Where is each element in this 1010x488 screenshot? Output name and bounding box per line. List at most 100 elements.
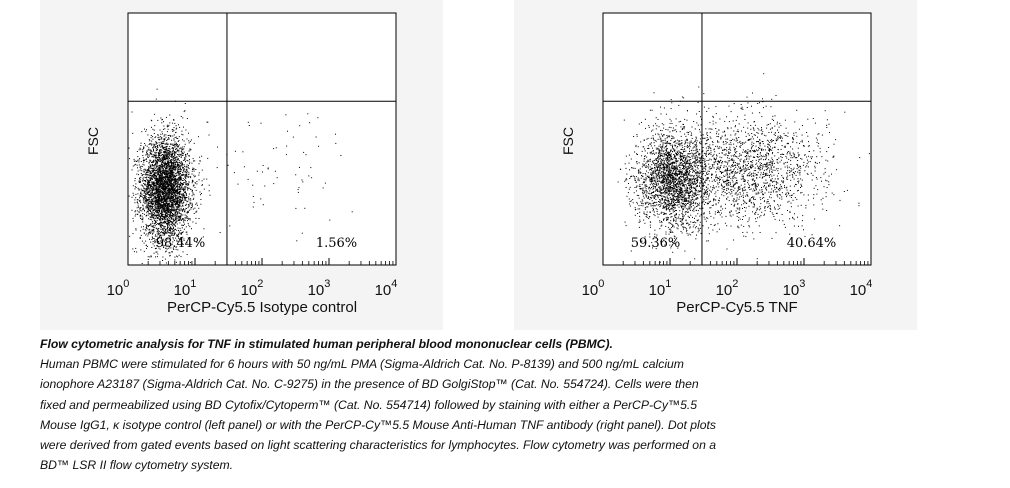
event-dot [154,169,156,171]
event-dot [177,220,179,222]
event-dot [678,189,680,191]
event-dot [169,158,170,159]
event-dot [172,162,174,164]
event-dot [167,209,169,211]
event-dot [169,192,170,193]
event-dot [163,147,165,149]
event-dot [182,174,184,176]
event-dot [646,201,648,203]
event-dot [274,170,276,172]
event-dot [148,154,150,156]
event-dot [176,240,178,242]
event-dot [162,191,164,193]
event-dot [153,197,155,199]
event-dot [163,232,165,234]
event-dot [177,201,178,203]
event-dot [158,184,160,186]
event-dot [155,207,157,209]
event-dot [684,133,686,135]
event-dot [175,162,177,164]
event-dot [174,179,175,181]
event-dot [150,175,152,176]
event-dot [180,154,182,156]
event-dot [154,199,156,201]
event-dot [680,196,682,198]
event-dot [182,177,184,179]
event-dot [147,225,149,227]
event-dot [172,154,174,156]
event-dot [177,211,178,213]
event-dot [139,238,141,239]
event-dot [167,139,169,140]
event-dot [697,197,699,199]
event-dot [169,181,170,183]
event-dot [683,184,685,186]
event-dot [166,188,168,190]
event-dot [666,183,668,185]
event-dot [170,210,172,212]
event-dot [161,122,163,124]
event-dot [168,208,170,210]
event-dot [164,208,166,210]
event-dot [134,215,136,217]
event-dot [646,211,648,213]
event-dot [145,234,147,236]
event-dot [697,227,699,229]
event-dot [176,212,178,214]
event-dot [155,247,157,249]
event-dot [301,232,303,234]
event-dot [679,154,681,156]
event-dot [142,213,144,214]
event-dot [166,150,168,152]
event-dot [160,169,162,171]
event-dot [162,198,164,200]
event-dot [174,200,176,202]
event-dot [156,188,158,190]
event-dot [307,113,309,115]
event-dot [169,227,171,229]
event-dot [167,173,169,175]
event-dot [177,206,179,208]
event-dot [677,247,679,249]
event-dot [135,183,137,185]
event-dot [177,216,179,218]
event-dot [139,197,140,199]
event-dot [165,194,167,196]
event-dot [153,182,155,184]
event-dot [166,190,168,192]
event-dot [177,237,179,239]
event-dot [152,237,154,239]
event-dot [170,228,172,230]
event-dot [152,208,154,209]
event-dot [149,185,151,187]
event-dot [185,165,187,167]
event-dot [650,211,651,213]
event-dot [151,201,153,203]
event-dot [166,175,168,177]
event-dot [176,192,178,194]
event-dot [151,177,153,179]
event-dot [176,193,178,195]
event-dot [163,198,165,200]
event-dot [131,209,133,211]
event-dot [160,189,161,191]
event-dot [138,180,140,182]
event-dot [150,201,152,203]
event-dot [172,197,174,199]
event-dot [188,184,190,186]
event-dot [673,202,675,204]
event-dot [163,172,165,174]
event-dot [168,151,170,153]
event-dot [173,204,175,205]
event-dot [219,232,221,233]
event-dot [166,212,168,214]
event-dot [173,234,175,236]
event-dot [662,156,664,157]
event-dot [145,201,147,203]
event-dot [164,240,166,242]
event-dot [175,217,177,219]
event-dot [174,141,176,143]
event-dot [172,183,173,185]
event-dot [166,181,168,183]
event-dot [689,141,691,143]
